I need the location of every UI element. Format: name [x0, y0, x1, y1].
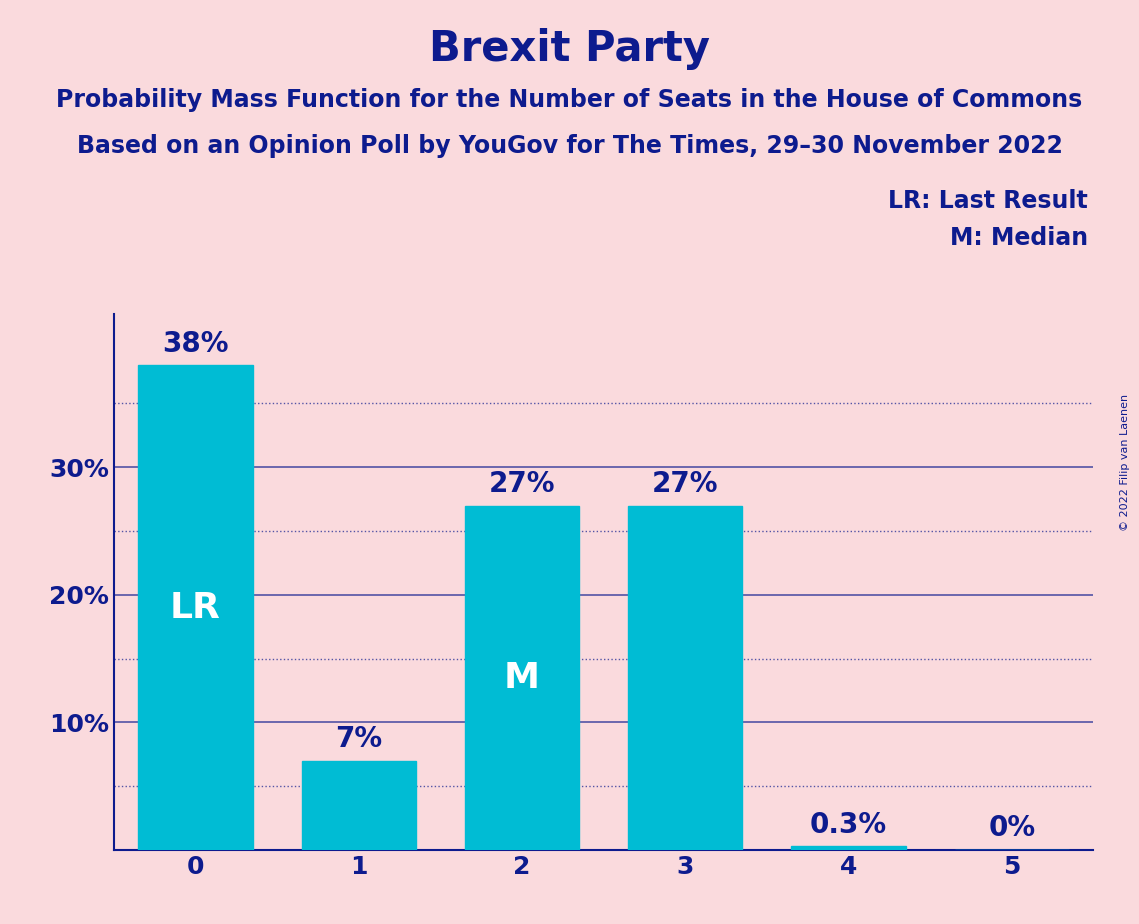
Text: LR: LR: [170, 590, 221, 625]
Text: 0%: 0%: [989, 814, 1035, 843]
Text: 0.3%: 0.3%: [810, 810, 887, 839]
Text: 7%: 7%: [335, 725, 383, 753]
Text: Probability Mass Function for the Number of Seats in the House of Commons: Probability Mass Function for the Number…: [56, 88, 1083, 112]
Bar: [139, 365, 253, 850]
Text: Brexit Party: Brexit Party: [429, 28, 710, 69]
Text: M: Median: M: Median: [950, 226, 1088, 250]
Bar: [465, 505, 579, 850]
Bar: [302, 760, 416, 850]
Text: LR: Last Result: LR: Last Result: [888, 189, 1088, 213]
Text: © 2022 Filip van Laenen: © 2022 Filip van Laenen: [1121, 394, 1130, 530]
Text: 27%: 27%: [652, 470, 719, 498]
Bar: [629, 505, 743, 850]
Text: Based on an Opinion Poll by YouGov for The Times, 29–30 November 2022: Based on an Opinion Poll by YouGov for T…: [76, 134, 1063, 158]
Text: 38%: 38%: [162, 330, 229, 358]
Text: 27%: 27%: [489, 470, 556, 498]
Text: M: M: [505, 661, 540, 695]
Bar: [792, 846, 906, 850]
